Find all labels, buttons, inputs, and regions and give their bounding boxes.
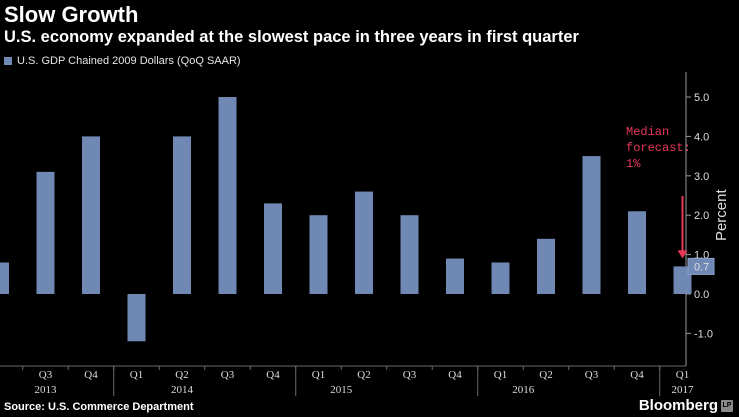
- x-tick-label: Q2: [175, 369, 188, 381]
- brand-badge-icon: LP: [721, 399, 733, 412]
- legend-label: U.S. GDP Chained 2009 Dollars (QoQ SAAR): [17, 55, 241, 67]
- x-tick-label: Q3: [403, 369, 417, 381]
- x-tick-label: Q1: [130, 369, 143, 381]
- y-tick-label: -1.0: [694, 328, 713, 340]
- bar: [446, 258, 464, 294]
- y-tick-label: 3.0: [694, 171, 709, 183]
- y-axis-label: Percent: [713, 189, 730, 242]
- bar: [673, 266, 692, 294]
- x-tick-label: Q1: [312, 369, 325, 381]
- chart-subtitle: U.S. economy expanded at the slowest pac…: [4, 28, 579, 46]
- annotation-text: forecast:: [626, 141, 691, 155]
- bar: [218, 97, 237, 294]
- bar: [355, 191, 373, 294]
- x-year-label: 2017: [672, 384, 695, 396]
- brand-name: Bloomberg: [638, 397, 718, 414]
- annotation-text: Median: [626, 125, 669, 139]
- bar: [36, 171, 55, 294]
- bar: [400, 215, 419, 294]
- bar: [537, 238, 555, 294]
- last-value-box: [687, 257, 715, 275]
- legend: U.S. GDP Chained 2009 Dollars (QoQ SAAR): [4, 55, 241, 67]
- x-tick-label: Q3: [585, 369, 599, 381]
- x-year-label: 2016: [512, 384, 535, 396]
- bar: [0, 262, 9, 294]
- x-tick-label: Q2: [539, 369, 552, 381]
- bar: [82, 136, 100, 294]
- legend-swatch: [4, 57, 12, 65]
- x-tick-label: Q3: [39, 369, 53, 381]
- x-year-label: 2014: [171, 384, 194, 396]
- bar: [173, 136, 191, 294]
- y-tick-label: 0.0: [694, 289, 709, 301]
- chart-title: Slow Growth: [4, 2, 139, 27]
- bar: [309, 215, 328, 294]
- x-year-label: 2015: [330, 384, 353, 396]
- brand-logo: Bloomberg LP: [639, 397, 733, 414]
- x-tick-label: Q2: [357, 369, 370, 381]
- bar: [264, 203, 282, 294]
- x-tick-label: Q4: [84, 369, 98, 381]
- annotation-text: 1%: [626, 157, 641, 171]
- x-year-label: 2013: [35, 384, 58, 396]
- bar: [127, 294, 146, 342]
- source-note: Source: U.S. Commerce Department: [4, 401, 194, 413]
- x-tick-label: Q4: [448, 369, 462, 381]
- y-tick-label: 5.0: [694, 92, 709, 104]
- x-tick-label: Q3: [221, 369, 235, 381]
- bar: [491, 262, 510, 294]
- annotation-arrow-head: [677, 250, 688, 259]
- bar: [582, 156, 601, 294]
- bar: [628, 211, 646, 294]
- last-value-label: 0.7: [694, 261, 709, 273]
- x-tick-label: Q4: [630, 369, 644, 381]
- y-tick-label: 2.0: [694, 210, 709, 222]
- x-tick-label: Q1: [676, 369, 689, 381]
- y-tick-label: 4.0: [694, 131, 709, 143]
- x-tick-label: Q1: [494, 369, 507, 381]
- x-tick-label: Q4: [266, 369, 280, 381]
